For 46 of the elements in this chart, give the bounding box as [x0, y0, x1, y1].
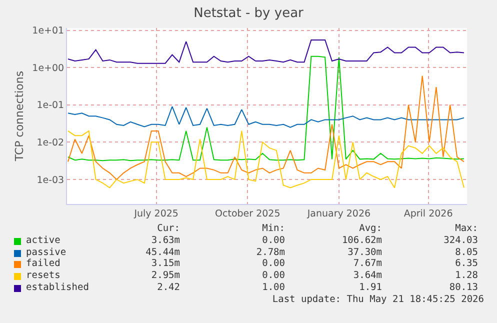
text: 80.13 — [449, 282, 478, 294]
text: 8.05 — [455, 246, 478, 259]
legend-label: active — [26, 234, 60, 247]
text: Last update: Thu May 21 18:45:25 2026 — [272, 294, 484, 306]
line-series — [67, 130, 465, 188]
legend-label: passive — [26, 246, 66, 258]
chart-title: Netstat - by year — [194, 6, 304, 21]
x-tick-label: October 2025 — [215, 208, 280, 220]
x-tick-label: January 2026 — [306, 208, 371, 220]
text: 1.91 — [359, 282, 382, 294]
y-tick-label: 1e+01 — [32, 26, 64, 37]
y-tick-label: 1e-02 — [36, 137, 64, 148]
y-tick-label: 1e-03 — [36, 174, 64, 186]
line-series — [67, 56, 465, 162]
text: 324.03 — [444, 234, 478, 247]
text: 1.28 — [455, 270, 478, 282]
x-tick-label: April 2026 — [404, 208, 453, 220]
text: 45.44m — [146, 246, 180, 259]
line-series — [67, 75, 465, 180]
text: 0.00 — [262, 234, 285, 247]
text: 3.15m — [151, 258, 180, 270]
text: Min: — [262, 223, 285, 235]
y-tick-label: 1e+00 — [32, 62, 64, 74]
text: 2.78m — [256, 246, 285, 259]
line-series — [67, 39, 465, 64]
x-tick-label: July 2025 — [133, 208, 178, 220]
text: 0.00 — [262, 270, 285, 282]
y-tick-label: 1e-01 — [36, 100, 64, 112]
legend-label: resets — [26, 270, 60, 282]
text: 37.30m — [348, 246, 382, 259]
legend-label: established — [26, 282, 89, 294]
text: Cur: — [157, 223, 180, 235]
legend-label: failed — [26, 258, 60, 270]
text: Max: — [455, 223, 478, 235]
text: 6.35 — [455, 258, 478, 270]
line-series — [67, 106, 465, 128]
text: 7.67m — [353, 258, 382, 270]
text: 0.00 — [262, 258, 285, 270]
text: 3.64m — [353, 270, 382, 282]
y-axis-title: TCP connections — [12, 70, 26, 162]
text: 2.42 — [157, 282, 180, 294]
text: 106.62m — [342, 234, 382, 247]
text: 1.00 — [262, 282, 285, 294]
text: 3.63m — [151, 234, 180, 247]
text: Avg: — [359, 223, 382, 235]
text: 2.95m — [151, 270, 180, 282]
